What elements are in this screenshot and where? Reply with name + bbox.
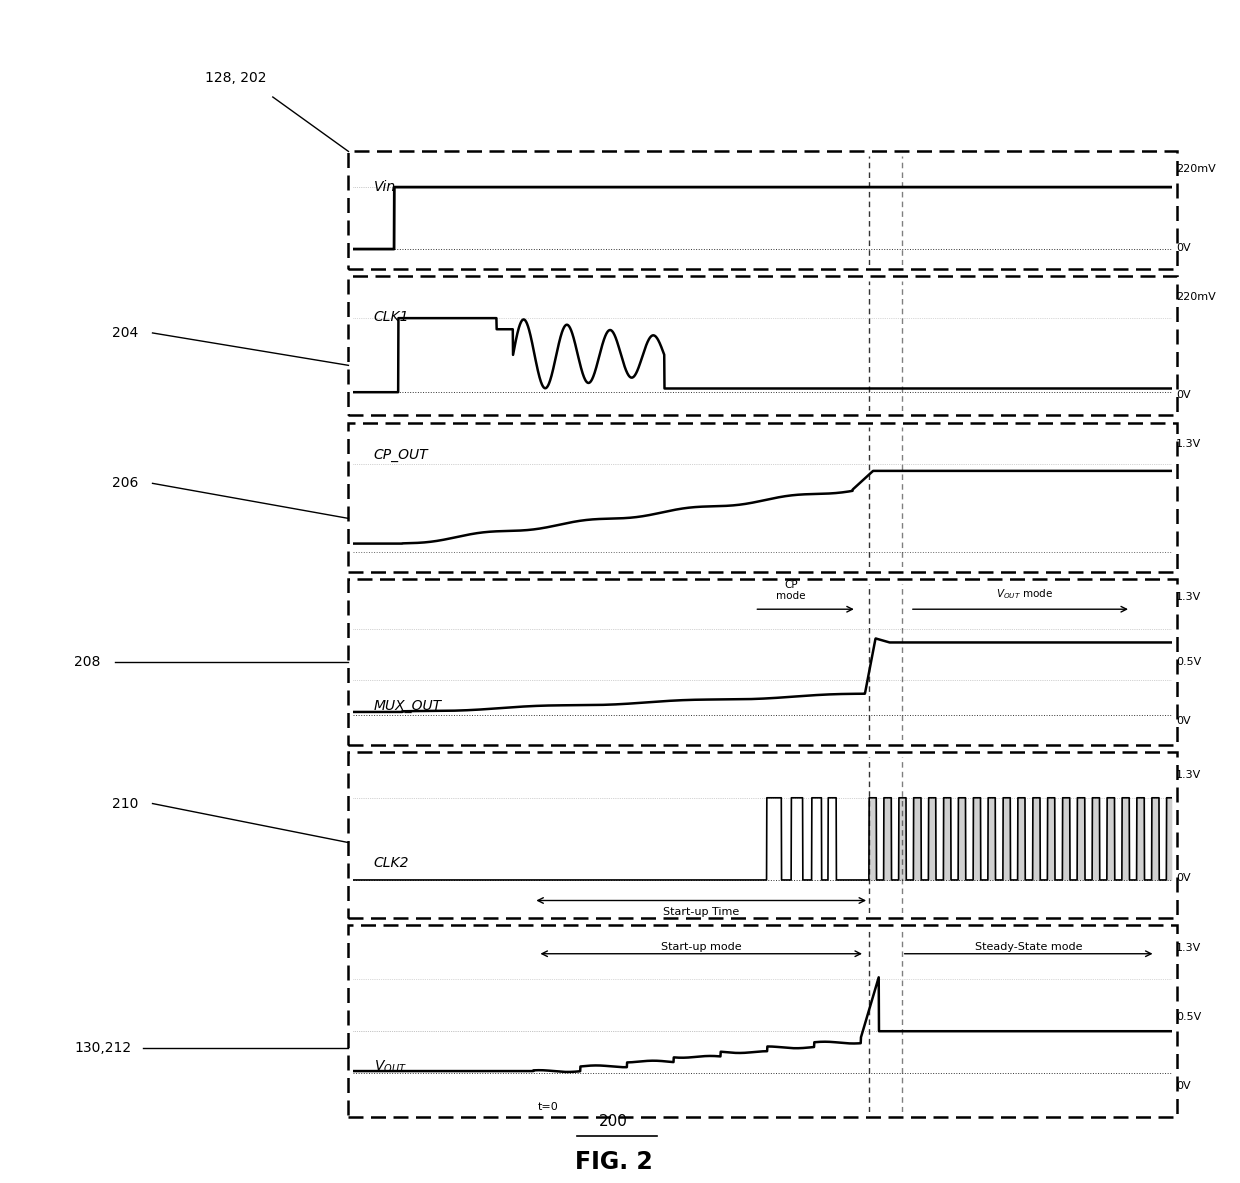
Text: 0V: 0V <box>1176 1081 1190 1092</box>
Text: 0.5V: 0.5V <box>1176 1011 1202 1022</box>
Text: 1.3V: 1.3V <box>1176 439 1202 450</box>
Text: 1.3V: 1.3V <box>1176 943 1202 952</box>
Text: CP_OUT: CP_OUT <box>374 448 429 463</box>
Text: 220mV: 220mV <box>1176 164 1215 174</box>
Text: 210: 210 <box>112 796 138 810</box>
Text: Start-up mode: Start-up mode <box>661 942 742 951</box>
Text: 206: 206 <box>112 477 138 490</box>
Text: 200: 200 <box>599 1114 629 1129</box>
Text: Steady-State mode: Steady-State mode <box>975 942 1083 951</box>
Text: 204: 204 <box>112 327 138 340</box>
Text: 0V: 0V <box>1176 390 1190 400</box>
Text: 130,212: 130,212 <box>74 1041 131 1055</box>
Text: $V_{OUT}$ mode: $V_{OUT}$ mode <box>996 587 1053 601</box>
Text: CLK2: CLK2 <box>374 855 409 870</box>
Text: 0V: 0V <box>1176 717 1190 726</box>
Text: FIG. 2: FIG. 2 <box>575 1150 652 1174</box>
Text: 1.3V: 1.3V <box>1176 592 1202 601</box>
Text: 0.5V: 0.5V <box>1176 657 1202 667</box>
Text: CP
mode: CP mode <box>776 580 806 601</box>
Text: 0V: 0V <box>1176 244 1190 253</box>
Text: Start-up Time: Start-up Time <box>663 907 739 917</box>
Text: 128, 202: 128, 202 <box>205 71 267 85</box>
Text: $V_{OUT}$: $V_{OUT}$ <box>374 1058 407 1074</box>
Text: 1.3V: 1.3V <box>1176 770 1202 781</box>
Text: 220mV: 220mV <box>1176 292 1215 302</box>
Text: 208: 208 <box>74 655 100 670</box>
Text: t=0: t=0 <box>538 1103 558 1112</box>
Text: MUX_OUT: MUX_OUT <box>374 699 441 713</box>
Text: 0V: 0V <box>1176 873 1190 884</box>
Text: CLK1: CLK1 <box>374 310 409 324</box>
Text: Vin: Vin <box>374 180 396 194</box>
